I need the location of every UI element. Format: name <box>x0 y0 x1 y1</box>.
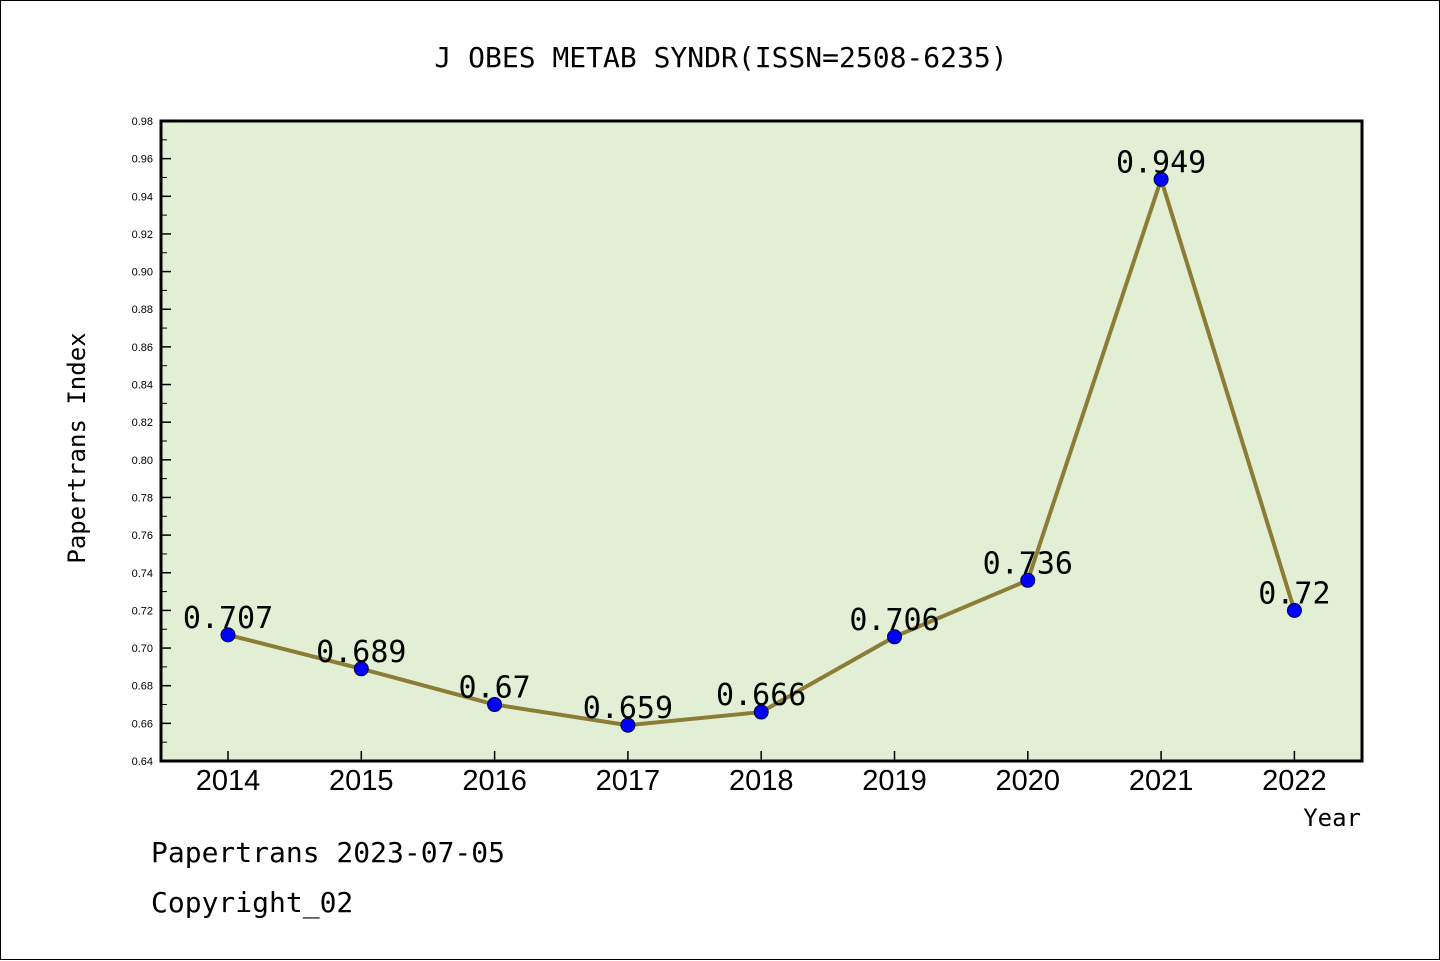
y-tick-label: 0.88 <box>132 304 153 316</box>
data-label: 0.67 <box>458 671 530 706</box>
y-tick-label: 0.86 <box>132 342 153 354</box>
x-tick-label: 2014 <box>196 765 261 797</box>
y-tick-label: 0.92 <box>132 229 153 241</box>
data-label: 0.659 <box>583 691 673 726</box>
y-tick-label: 0.94 <box>132 191 153 203</box>
x-tick-label: 2020 <box>996 765 1061 797</box>
x-tick-label: 2017 <box>596 765 661 797</box>
y-tick-label: 0.90 <box>132 267 153 279</box>
data-point-marker <box>887 629 902 645</box>
y-tick-label: 0.74 <box>132 568 153 580</box>
data-label: 0.689 <box>316 635 406 670</box>
y-tick-label: 0.66 <box>132 718 153 730</box>
y-axis-label: Papertrans Index <box>63 332 91 563</box>
data-label: 0.949 <box>1116 145 1206 180</box>
data-point-marker <box>620 717 636 733</box>
y-tick-label: 0.68 <box>132 681 153 693</box>
y-tick-label: 0.76 <box>132 530 153 542</box>
x-tick-label: 2019 <box>862 765 927 797</box>
data-point-marker <box>353 661 369 677</box>
y-tick-label: 0.70 <box>132 643 153 655</box>
y-tick-label: 0.96 <box>132 154 153 166</box>
data-labels: 0.707 0.689 0.67 0.659 0.666 0.706 0.736 0.949 0… <box>183 145 1331 726</box>
x-tick-label: 2015 <box>329 765 394 797</box>
y-tick-label: 0.98 <box>132 116 153 128</box>
data-label: 0.72 <box>1258 576 1330 611</box>
y-tick-label: 0.84 <box>132 380 153 392</box>
y-tick-label: 0.72 <box>132 605 153 617</box>
data-point-marker <box>220 627 236 643</box>
x-tick-label: 2018 <box>729 765 794 797</box>
data-label: 0.736 <box>983 546 1073 581</box>
data-markers <box>220 171 1302 733</box>
footer-copyright-text: Copyright_02 <box>151 886 354 919</box>
x-axis-label: Year <box>1303 804 1361 832</box>
data-label: 0.666 <box>716 678 806 713</box>
data-point-marker <box>1020 572 1036 588</box>
footer-date-text: Papertrans 2023-07-05 <box>151 836 506 869</box>
data-point-marker <box>753 704 769 720</box>
chart-title: J OBES METAB SYNDR(ISSN=2508-6235) <box>434 41 1007 74</box>
data-point-marker <box>1286 602 1302 618</box>
data-point-marker <box>1153 171 1169 187</box>
y-tick-label: 0.80 <box>132 455 153 467</box>
plot-area <box>159 119 1364 763</box>
y-tick-label: 0.78 <box>132 492 153 504</box>
x-tick-label: 2022 <box>1262 765 1327 797</box>
data-label: 0.707 <box>183 601 273 636</box>
y-tick-label: 0.82 <box>132 417 153 429</box>
x-tick-label: 2016 <box>462 765 527 797</box>
data-point-marker <box>487 697 503 713</box>
y-tick-label: 0.64 <box>132 756 153 768</box>
data-label: 0.706 <box>849 603 939 638</box>
x-tick-label: 2021 <box>1129 765 1194 797</box>
x-axis-ticks: 2014 2015 2016 2017 2018 2019 2020 2021 2022 <box>196 751 1327 797</box>
y-axis-ticks: 0.64 0.66 0.68 0.70 0.72 0.74 0.76 0.78 0.80 0.82… <box>132 116 171 768</box>
